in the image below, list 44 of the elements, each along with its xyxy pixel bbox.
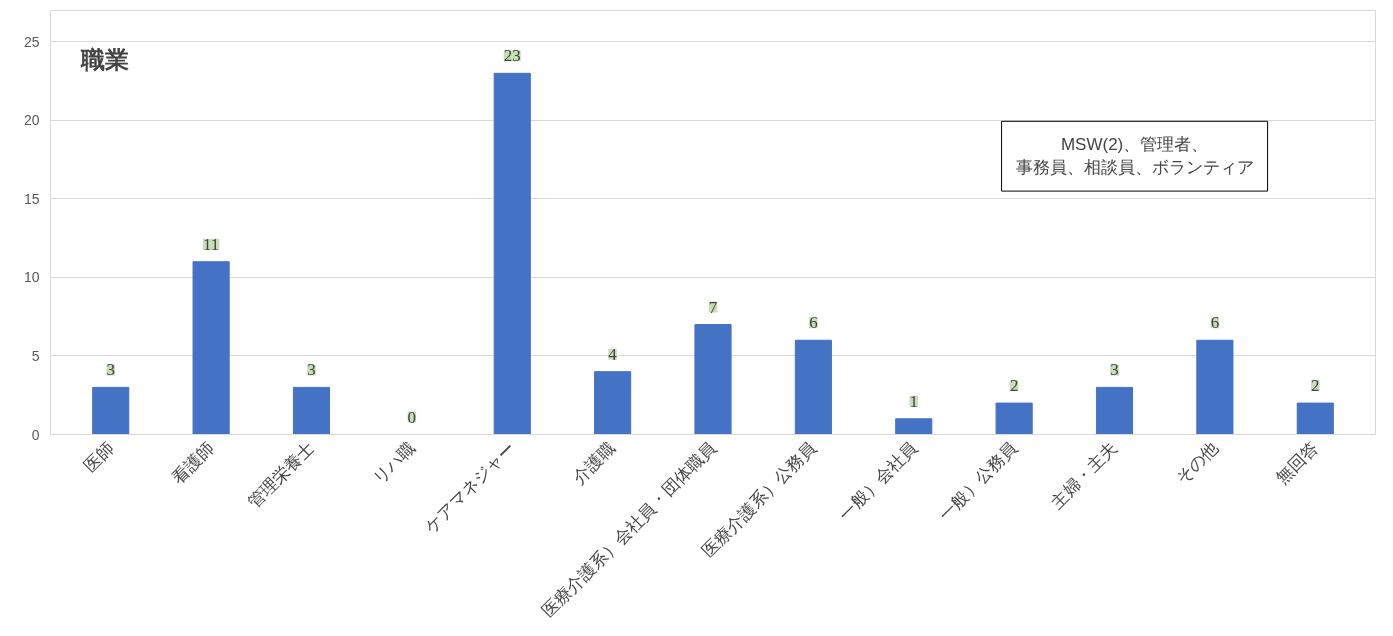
bar	[1196, 339, 1234, 435]
data-label: 2	[1009, 376, 1019, 396]
data-label: 0	[407, 407, 417, 427]
data-label: 4	[608, 344, 618, 364]
bar	[292, 386, 331, 435]
x-tick-label: 管理栄養士	[244, 438, 319, 513]
y-tick-label: 20	[23, 112, 40, 129]
data-label: 6	[809, 313, 818, 333]
y-tick-label: 15	[23, 190, 40, 207]
y-tick-label: 10	[23, 269, 40, 286]
bar	[794, 339, 832, 435]
x-tick-label: その他	[1172, 438, 1222, 489]
bar	[1296, 402, 1334, 435]
bar	[895, 418, 933, 435]
data-label: 7	[708, 297, 718, 317]
bar	[1095, 386, 1134, 435]
data-label: 2	[1311, 376, 1320, 396]
x-tick-label: リハ職	[369, 438, 419, 489]
x-tick-label: 一般）公務員	[935, 438, 1021, 525]
data-label: 1	[909, 391, 919, 411]
data-label: 3	[106, 360, 115, 380]
x-tick-label: 介護職	[569, 438, 620, 489]
y-tick-label: 0	[31, 426, 40, 443]
x-tick-label: 看護師	[168, 438, 218, 489]
annotation: MSW(2)、管理者、事務員、相談員、ボランティア	[1015, 135, 1254, 178]
data-label: 3	[1110, 360, 1119, 380]
data-label: 3	[307, 360, 316, 380]
bar	[493, 72, 531, 435]
x-tick-label: 無回答	[1272, 438, 1322, 489]
data-label: 11	[202, 234, 220, 254]
x-tick-label: ケアマネジャー	[421, 438, 519, 537]
text: 職業	[79, 46, 129, 74]
x-tick-label: 主婦・主夫	[1047, 438, 1122, 513]
bar	[192, 261, 230, 435]
bar	[594, 371, 632, 435]
y-tick-label: 5	[31, 347, 40, 364]
x-tick-label: 一般）会社員	[834, 438, 921, 525]
data-label: 6	[1210, 313, 1220, 333]
y-tick-label: 25	[23, 33, 40, 50]
bar	[694, 324, 732, 435]
bar	[995, 402, 1033, 435]
x-tick-label: 医師	[79, 438, 118, 477]
data-label: 23	[503, 46, 521, 66]
bar	[92, 386, 130, 435]
